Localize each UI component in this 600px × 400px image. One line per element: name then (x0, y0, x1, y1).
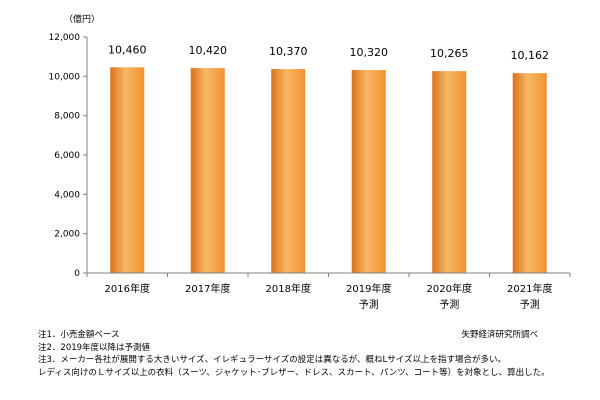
x-tick-sublabel: 予測 (439, 298, 459, 311)
y-tick-label: 12,000 (49, 33, 81, 43)
bar-value-label: 10,420 (189, 44, 228, 57)
note-2: 注2．2019年度以降は予測値 (38, 342, 151, 353)
source-credit: 矢野経済研究所調べ (461, 330, 538, 340)
bar (110, 67, 145, 273)
x-tick-sublabel: 予測 (359, 298, 379, 311)
bar-series: 10,460 10,420 10,370 10,320 10,265 10,162 (108, 43, 549, 273)
bar-value-label: 10,460 (108, 43, 147, 56)
x-tick-label: 2019年度 (346, 282, 391, 295)
y-tick-label: 0 (74, 269, 80, 279)
bar (432, 71, 467, 273)
x-tick-label: 2021年度 (507, 282, 552, 295)
bar (351, 70, 386, 273)
y-tick-label: 2,000 (54, 230, 80, 240)
y-axis: 0 2,000 4,000 6,000 8,000 10,000 12,000 (49, 33, 88, 279)
bar-value-label: 10,320 (350, 46, 389, 59)
y-tick-label: 4,000 (54, 190, 80, 200)
bar-value-label: 10,370 (269, 45, 308, 58)
x-axis: 2016年度 2017年度 2018年度 2019年度予測2020年度予測2021年度… (86, 272, 571, 311)
x-tick-label: 2016年度 (105, 282, 150, 295)
bar-value-label: 10,265 (430, 47, 469, 60)
bar (512, 73, 547, 273)
note-1: 注1．小売金額ベース (38, 330, 120, 340)
x-tick-label: 2020年度 (427, 282, 472, 295)
y-tick-label: 10,000 (49, 72, 81, 82)
note-3: 注3．メーカー各社が展開する大きいサイズ、イレギュラーサイズの設定は異なるが、概… (38, 355, 507, 365)
bar (190, 68, 225, 273)
bar-value-label: 10,162 (511, 49, 550, 62)
y-tick-label: 6,000 (54, 151, 80, 161)
chart-notes: 注1．小売金額ベース 注2．2019年度以降は予測値 注3．メーカー各社が展開す… (38, 329, 598, 379)
x-tick-sublabel: 予測 (520, 298, 540, 311)
x-tick-label: 2017年度 (185, 282, 230, 295)
x-tick-label: 2018年度 (266, 282, 311, 295)
y-axis-unit-label: （億円） (64, 13, 100, 25)
note-4: レディス向けのＬサイズ以上の衣料（スーツ、ジャケット･ブレザー、ドレス、スカート… (38, 367, 550, 378)
bar (271, 69, 306, 273)
y-tick-label: 8,000 (54, 112, 80, 122)
